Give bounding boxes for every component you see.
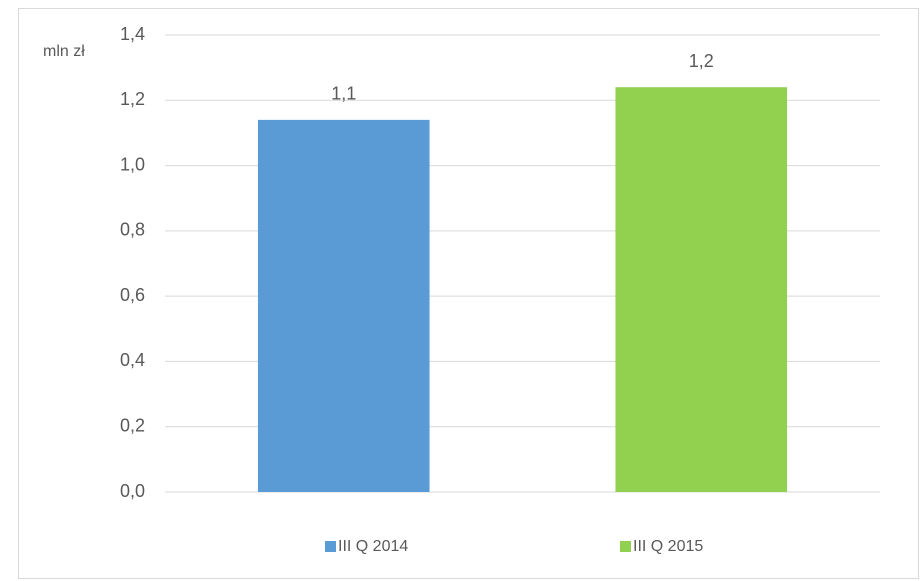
- y-axis-label: mln zł: [43, 43, 85, 60]
- legend-label: III Q 2014: [338, 538, 408, 555]
- y-tick-label: 0,8: [120, 220, 145, 240]
- data-label: 1,2: [689, 51, 714, 71]
- y-tick-label: 1,4: [120, 24, 145, 44]
- legend-swatch: [620, 541, 631, 552]
- y-tick-label: 0,2: [120, 415, 145, 435]
- y-tick-label: 0,4: [120, 350, 145, 370]
- y-tick-label: 1,2: [120, 89, 145, 109]
- bar: [257, 119, 430, 492]
- y-tick-label: 1,0: [120, 154, 145, 174]
- y-tick-label: 0,6: [120, 285, 145, 305]
- legend-swatch: [325, 541, 336, 552]
- legend-label: III Q 2015: [633, 538, 703, 555]
- data-label: 1,1: [331, 84, 356, 104]
- bar: [615, 87, 788, 492]
- y-tick-label: 0,0: [120, 481, 145, 501]
